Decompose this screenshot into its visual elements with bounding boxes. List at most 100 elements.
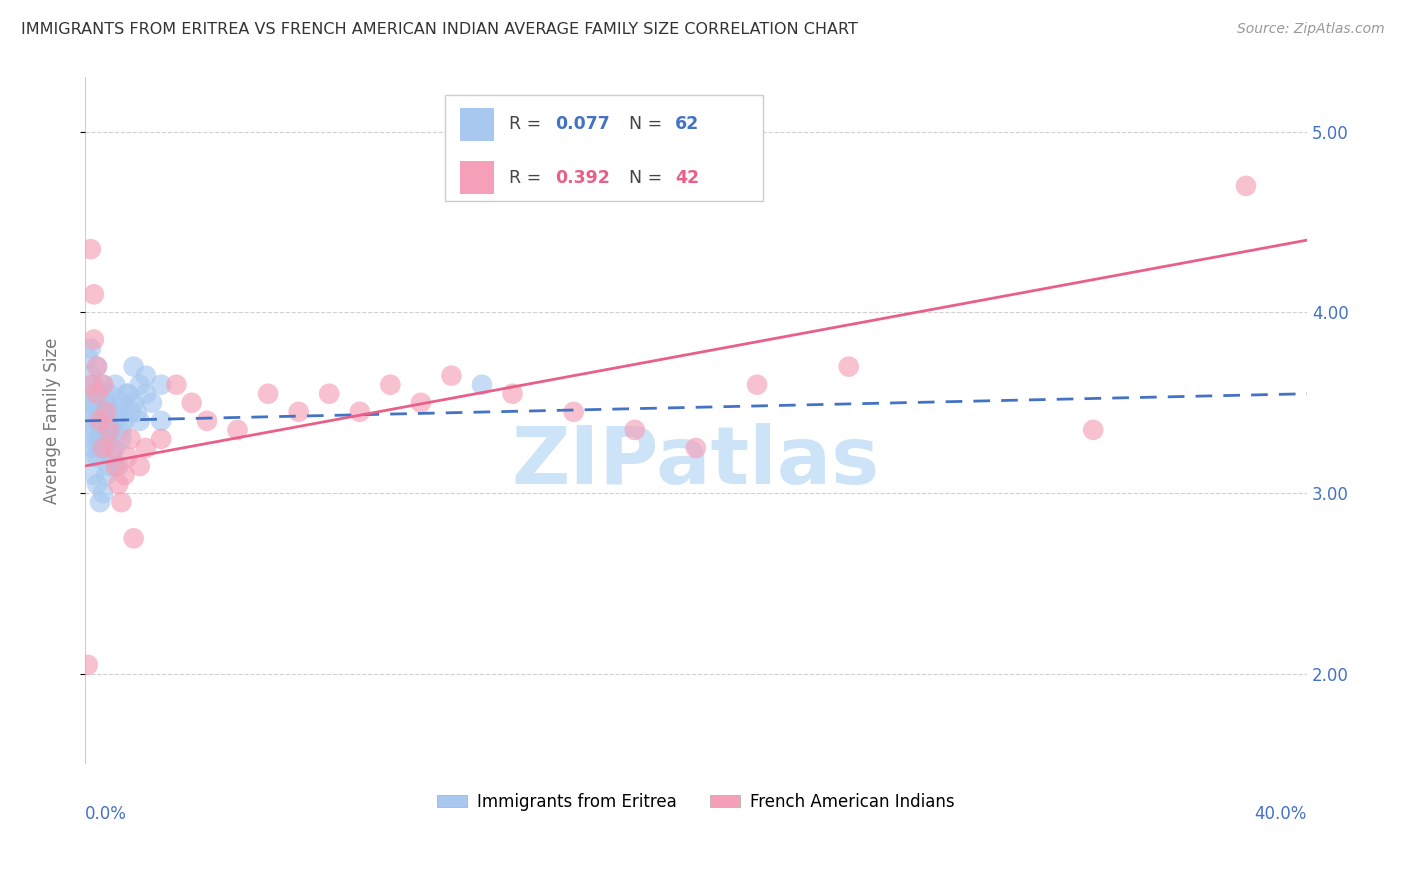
Point bbox=[180, 396, 202, 410]
Point bbox=[91, 486, 114, 500]
Text: 42: 42 bbox=[675, 169, 699, 186]
Bar bbox=[460, 108, 495, 141]
Point bbox=[135, 368, 157, 383]
Point bbox=[471, 377, 494, 392]
Bar bbox=[460, 161, 495, 194]
Point bbox=[83, 377, 105, 392]
Point bbox=[128, 377, 150, 392]
Point bbox=[94, 432, 117, 446]
Point bbox=[195, 414, 218, 428]
Point bbox=[91, 377, 114, 392]
Point bbox=[94, 414, 117, 428]
Point bbox=[89, 405, 111, 419]
Point bbox=[89, 414, 111, 428]
Point bbox=[86, 359, 108, 374]
Point bbox=[86, 432, 108, 446]
Point bbox=[83, 441, 105, 455]
Point bbox=[104, 458, 127, 473]
Point bbox=[380, 377, 402, 392]
Point bbox=[257, 386, 280, 401]
Point bbox=[122, 532, 145, 546]
Point bbox=[117, 450, 139, 464]
Point bbox=[110, 432, 132, 446]
Point bbox=[135, 386, 157, 401]
Point bbox=[80, 368, 103, 383]
Point bbox=[94, 396, 117, 410]
Point bbox=[110, 495, 132, 509]
Point bbox=[83, 405, 105, 419]
Point bbox=[86, 359, 108, 374]
Point bbox=[80, 432, 103, 446]
Text: N =: N = bbox=[628, 115, 668, 134]
Point bbox=[110, 396, 132, 410]
Text: R =: R = bbox=[509, 169, 547, 186]
Point bbox=[104, 377, 127, 392]
Point bbox=[114, 468, 136, 483]
Point bbox=[83, 333, 105, 347]
Point bbox=[107, 405, 129, 419]
Point bbox=[104, 414, 127, 428]
Point bbox=[104, 441, 127, 455]
Point bbox=[349, 405, 371, 419]
Point bbox=[287, 405, 309, 419]
Point bbox=[98, 423, 121, 437]
Point bbox=[150, 432, 173, 446]
Point bbox=[83, 386, 105, 401]
Point bbox=[114, 414, 136, 428]
Point bbox=[94, 405, 117, 419]
Point bbox=[91, 405, 114, 419]
Point bbox=[409, 396, 432, 410]
Text: N =: N = bbox=[628, 169, 668, 186]
Point bbox=[80, 242, 103, 256]
Point bbox=[91, 377, 114, 392]
Point bbox=[623, 423, 645, 437]
Point bbox=[89, 495, 111, 509]
Point bbox=[86, 450, 108, 464]
Point bbox=[122, 359, 145, 374]
Legend: Immigrants from Eritrea, French American Indians: Immigrants from Eritrea, French American… bbox=[430, 787, 962, 818]
Point bbox=[98, 458, 121, 473]
Point bbox=[562, 405, 585, 419]
Point bbox=[91, 441, 114, 455]
Point bbox=[86, 477, 108, 491]
Text: 40.0%: 40.0% bbox=[1254, 805, 1308, 823]
Point bbox=[150, 377, 173, 392]
Point bbox=[128, 414, 150, 428]
Point bbox=[89, 441, 111, 455]
Point bbox=[685, 441, 707, 455]
Point bbox=[128, 458, 150, 473]
Point bbox=[117, 386, 139, 401]
Point bbox=[86, 386, 108, 401]
Point bbox=[76, 351, 98, 365]
Point bbox=[120, 405, 142, 419]
Point bbox=[80, 377, 103, 392]
Point bbox=[89, 386, 111, 401]
Point bbox=[440, 368, 463, 383]
Point bbox=[101, 423, 124, 437]
Point bbox=[1234, 178, 1257, 193]
Point bbox=[141, 396, 163, 410]
Point bbox=[86, 414, 108, 428]
Point bbox=[122, 396, 145, 410]
Y-axis label: Average Family Size: Average Family Size bbox=[44, 338, 60, 504]
Text: IMMIGRANTS FROM ERITREA VS FRENCH AMERICAN INDIAN AVERAGE FAMILY SIZE CORRELATIO: IMMIGRANTS FROM ERITREA VS FRENCH AMERIC… bbox=[21, 22, 858, 37]
Text: 0.0%: 0.0% bbox=[84, 805, 127, 823]
Point bbox=[94, 468, 117, 483]
Point bbox=[76, 657, 98, 672]
Point bbox=[502, 386, 524, 401]
Point bbox=[318, 386, 340, 401]
Point bbox=[98, 423, 121, 437]
Point bbox=[117, 386, 139, 401]
Point bbox=[135, 441, 157, 455]
Point bbox=[76, 396, 98, 410]
Point bbox=[98, 386, 121, 401]
Point bbox=[226, 423, 249, 437]
Text: 0.392: 0.392 bbox=[555, 169, 610, 186]
Text: 0.077: 0.077 bbox=[555, 115, 610, 134]
Point bbox=[107, 477, 129, 491]
Point bbox=[101, 441, 124, 455]
Point bbox=[150, 414, 173, 428]
Point bbox=[107, 458, 129, 473]
FancyBboxPatch shape bbox=[446, 95, 763, 201]
Text: R =: R = bbox=[509, 115, 547, 134]
